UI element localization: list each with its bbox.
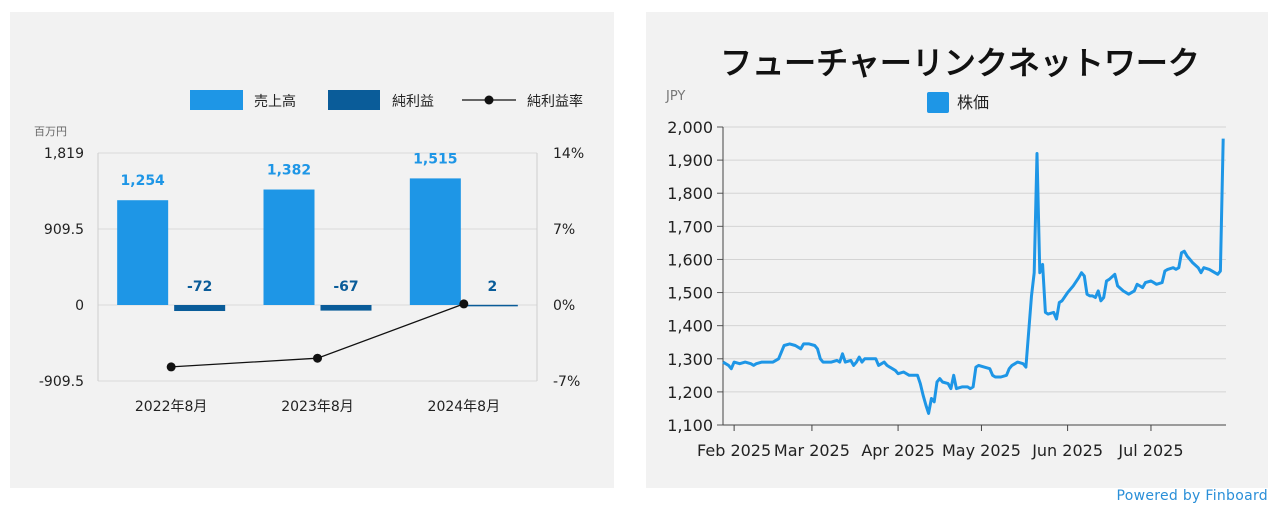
finance-y2-ticks: 14% 7% 0% -7% bbox=[553, 146, 584, 390]
finance-unit-label: 百万円 bbox=[34, 125, 67, 138]
stock-price-line bbox=[722, 138, 1225, 415]
net-income-data-label: 2 bbox=[487, 279, 497, 295]
finance-chart-panel: 売上高 純利益 純利益率 百万円 1,819 909.5 0 -909.5 14% 7%… bbox=[10, 12, 614, 488]
revenue-bar bbox=[263, 189, 315, 305]
finance-y-tick-label: 909.5 bbox=[44, 222, 84, 238]
stock-y-tick-label: 1,400 bbox=[667, 317, 713, 336]
stock-grid bbox=[717, 126, 1226, 431]
margin-point bbox=[313, 353, 322, 363]
legend-net-income-swatch bbox=[328, 90, 380, 110]
legend-price-swatch bbox=[927, 92, 949, 113]
revenue-data-label: 1,382 bbox=[267, 163, 311, 179]
powered-by-link[interactable]: Powered by Finboard bbox=[1116, 488, 1268, 504]
net-income-bar bbox=[174, 305, 226, 312]
stock-unit-label: JPY bbox=[665, 89, 685, 104]
revenue-bar bbox=[117, 200, 169, 305]
finance-y-tick-label: 0 bbox=[75, 298, 84, 314]
finance-y2-tick-label: 14% bbox=[553, 146, 584, 162]
stock-chart: フューチャーリンクネットワーク JPY 株価 2,000 1,900 1,800 1,… bbox=[665, 44, 1226, 460]
margin-point bbox=[459, 299, 469, 309]
stock-y-tick-label: 1,300 bbox=[667, 350, 713, 369]
revenue-data-label: 1,515 bbox=[413, 151, 457, 167]
stock-y-tick-label: 1,800 bbox=[667, 184, 713, 203]
stock-x-tick-label: Jun 2025 bbox=[1031, 441, 1103, 460]
finance-chart: 売上高 純利益 純利益率 百万円 1,819 909.5 0 -909.5 14% 7%… bbox=[34, 90, 584, 415]
stock-x-ticks: Feb 2025 Mar 2025 Apr 2025 May 2025 Jun 2025… bbox=[697, 441, 1183, 460]
legend-margin-marker bbox=[484, 95, 494, 105]
finance-legend: 売上高 純利益 純利益率 bbox=[190, 90, 583, 110]
margin-point bbox=[166, 362, 176, 372]
legend-price-label: 株価 bbox=[957, 93, 989, 112]
net-income-bar bbox=[320, 305, 372, 311]
stock-y-ticks: 2,000 1,900 1,800 1,700 1,600 1,500 1,400 1,300… bbox=[667, 118, 713, 435]
revenue-bar bbox=[409, 178, 461, 305]
stock-y-tick-label: 1,100 bbox=[667, 416, 713, 435]
finance-y-ticks: 1,819 909.5 0 -909.5 bbox=[39, 146, 84, 390]
finance-grid bbox=[97, 152, 538, 382]
stock-x-tick-label: Jul 2025 bbox=[1117, 441, 1183, 460]
stock-chart-panel: フューチャーリンクネットワーク JPY 株価 2,000 1,900 1,800 1,… bbox=[646, 12, 1268, 488]
finance-y2-tick-label: 7% bbox=[553, 222, 575, 238]
stock-x-tick-label: May 2025 bbox=[942, 441, 1021, 460]
net-income-bar bbox=[466, 304, 518, 307]
revenue-data-label: 1,254 bbox=[121, 173, 166, 189]
stock-y-tick-label: 2,000 bbox=[667, 118, 713, 137]
finance-x-ticks: 2022年8月 2023年8月 2024年8月 bbox=[135, 399, 500, 415]
finance-y2-tick-label: -7% bbox=[553, 374, 580, 390]
stock-x-tick-label: Feb 2025 bbox=[697, 441, 771, 460]
legend-revenue-swatch bbox=[190, 90, 243, 110]
legend-net-income-label: 純利益 bbox=[392, 94, 434, 110]
stock-y-tick-label: 1,600 bbox=[667, 250, 713, 269]
legend-revenue-label: 売上高 bbox=[254, 93, 296, 110]
stock-x-tick-label: Apr 2025 bbox=[861, 441, 934, 460]
legend-margin-label: 純利益率 bbox=[527, 93, 583, 110]
stock-y-tick-label: 1,900 bbox=[667, 151, 713, 170]
stock-y-tick-label: 1,500 bbox=[667, 284, 713, 303]
finance-x-tick-label: 2024年8月 bbox=[428, 399, 501, 415]
finance-x-tick-label: 2022年8月 bbox=[135, 399, 208, 415]
stock-x-tick-label: Mar 2025 bbox=[774, 441, 850, 460]
stock-y-tick-label: 1,700 bbox=[667, 217, 713, 236]
finance-y-tick-label: 1,819 bbox=[44, 146, 84, 162]
net-income-data-label: -67 bbox=[333, 279, 358, 295]
net-income-data-label: -72 bbox=[187, 279, 212, 295]
finance-margin-line bbox=[166, 299, 469, 372]
stock-chart-title: フューチャーリンクネットワーク bbox=[720, 44, 1200, 82]
finance-x-tick-label: 2023年8月 bbox=[281, 399, 354, 415]
finance-bars bbox=[117, 178, 518, 312]
stock-y-tick-label: 1,200 bbox=[667, 383, 713, 402]
finance-data-labels: 1,254 -72 1,382 -67 1,515 2 bbox=[121, 151, 498, 295]
finance-y2-tick-label: 0% bbox=[553, 298, 575, 314]
finance-y-tick-label: -909.5 bbox=[39, 374, 84, 390]
